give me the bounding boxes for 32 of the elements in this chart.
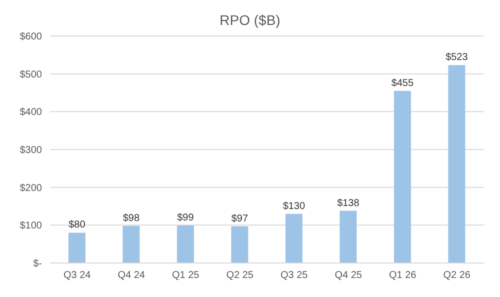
x-tick-label: Q3 24: [64, 270, 92, 282]
x-tick-label: Q1 26: [389, 270, 417, 282]
y-tick-label: $300: [20, 145, 42, 156]
y-tick-label: $400: [20, 107, 42, 118]
data-label: $523: [446, 52, 468, 64]
y-tick-label: $200: [20, 182, 42, 194]
bar: [122, 226, 140, 263]
x-tick-label: Q3 25: [280, 270, 308, 282]
data-label: $80: [68, 220, 86, 231]
x-tick-label: Q4 24: [118, 270, 146, 282]
bar: [340, 210, 357, 263]
x-tick-label: Q2 25: [226, 270, 254, 282]
y-tick-label: $600: [20, 32, 42, 43]
x-tick-label: Q4 25: [334, 270, 362, 282]
bar: [68, 232, 86, 263]
y-tick-label: $-: [33, 258, 42, 270]
data-label: $455: [391, 78, 414, 89]
bar: [231, 226, 248, 263]
x-tick-label: Q1 25: [172, 270, 200, 282]
y-tick-label: $500: [20, 69, 42, 80]
data-label: $130: [282, 200, 306, 212]
data-label: $98: [122, 212, 140, 224]
y-tick-label: $100: [20, 220, 42, 232]
data-label: $99: [177, 212, 194, 224]
data-label: $97: [231, 213, 248, 224]
data-label: $138: [337, 198, 360, 209]
x-tick-label: Q2 26: [443, 270, 471, 282]
bar: [394, 90, 411, 263]
chart-title: RPO ($B): [218, 12, 282, 28]
bar: [448, 65, 466, 263]
bar: [176, 226, 194, 263]
bar: [285, 214, 302, 263]
